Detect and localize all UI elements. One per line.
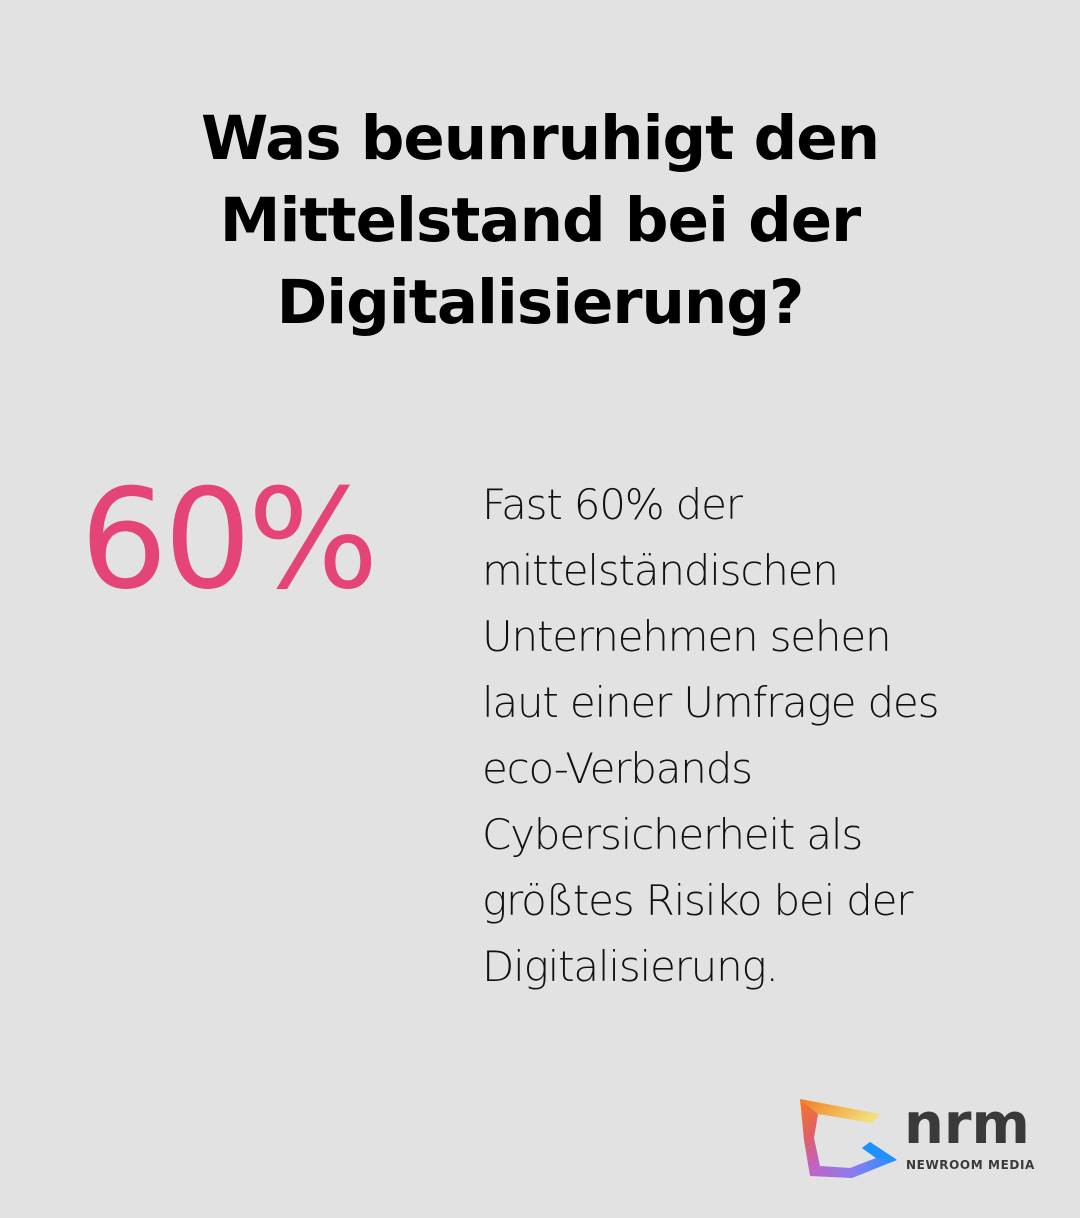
nrm-logo-mark-icon — [800, 1099, 897, 1178]
stat-value: 60% — [80, 459, 379, 620]
title-line-2: Mittelstand bei der — [219, 185, 861, 256]
stat-description: Fast 60% der mittelständischen Unternehm… — [482, 472, 1042, 1000]
stat-description-line: Cybersicherheit als — [482, 810, 863, 859]
stat-description-line: Unternehmen sehen — [482, 612, 892, 661]
title-line-1: Was beunruhigt den — [200, 103, 880, 174]
stat-description-line: laut einer Umfrage des — [482, 678, 939, 727]
stat-description-line: größtes Risiko bei der — [482, 876, 914, 925]
stat-description-line: mittelständischen — [482, 546, 839, 595]
brand-logo: nrm NEWROOM MEDIA — [798, 1094, 1048, 1184]
stat-description-line: Digitalisierung. — [482, 942, 779, 991]
title-line-3: Digitalisierung? — [276, 267, 805, 338]
brand-name: nrm — [904, 1092, 1030, 1157]
stat-description-line: eco-Verbands — [482, 744, 753, 793]
stat-description-line: Fast 60% der — [482, 480, 743, 529]
page-title: Was beunruhigt den Mittelstand bei der D… — [0, 98, 1080, 344]
brand-subtitle: NEWROOM MEDIA — [906, 1158, 1035, 1172]
